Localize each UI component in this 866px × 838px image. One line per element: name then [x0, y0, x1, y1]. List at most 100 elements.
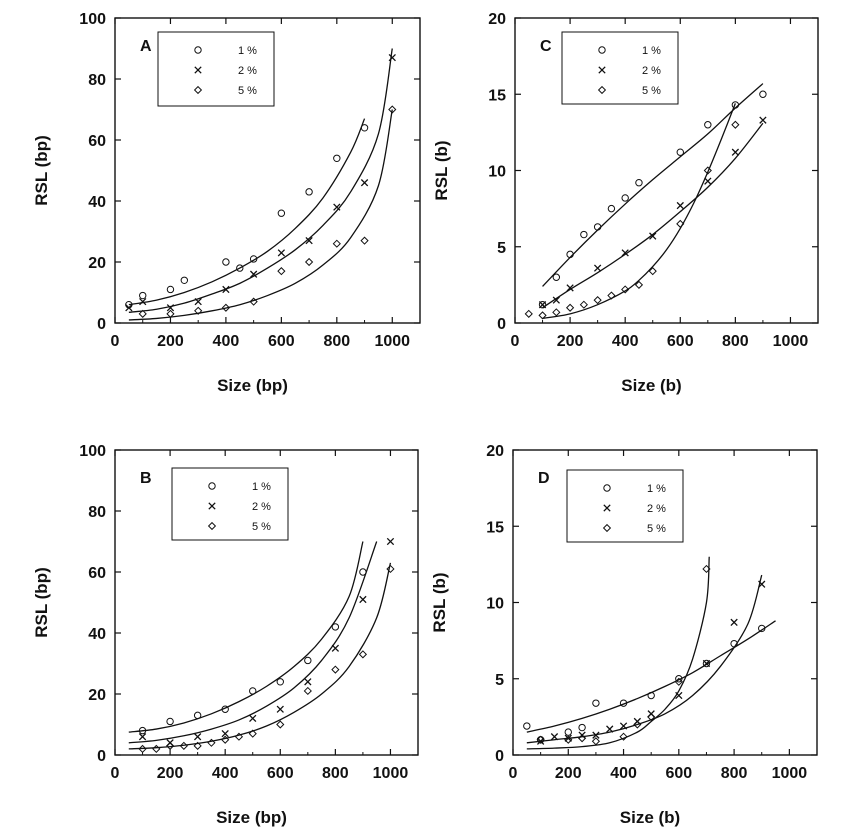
- fit-curve: [526, 556, 710, 750]
- data-point: [360, 124, 369, 132]
- data-point: [730, 618, 738, 626]
- chart-panel-b: 0 200 400 600 800 1000 0 20 40 60 80 100 Size (bp) RS…: [32, 443, 419, 827]
- y-axis-label: RSL (bp): [32, 135, 51, 206]
- data-point: [577, 734, 587, 743]
- data-point: [138, 726, 147, 735]
- series-3: [128, 562, 395, 754]
- x-tick-label: 800: [722, 333, 749, 350]
- legend-marker: [597, 85, 607, 95]
- data-point: [676, 201, 684, 210]
- series-2: [538, 116, 767, 309]
- y-tick-label: 0: [97, 748, 106, 765]
- data-point: [635, 179, 643, 187]
- data-point: [276, 720, 285, 729]
- data-point: [731, 148, 740, 156]
- x-tick-label: 200: [555, 765, 582, 782]
- data-point: [138, 744, 147, 754]
- data-point: [619, 732, 628, 741]
- y-tick-label: 0: [495, 748, 504, 765]
- data-point: [221, 705, 229, 713]
- data-point: [249, 714, 257, 723]
- data-point: [592, 731, 600, 739]
- data-point: [702, 659, 711, 668]
- y-tick-label: 20: [486, 443, 504, 460]
- data-point: [731, 101, 740, 109]
- data-point: [592, 699, 600, 707]
- legend-entry: 2 %: [642, 65, 661, 77]
- legend-marker: [603, 504, 611, 512]
- data-point: [647, 712, 656, 721]
- data-point: [165, 741, 175, 750]
- data-point: [194, 306, 203, 315]
- data-point: [674, 677, 683, 686]
- data-point: [675, 675, 683, 683]
- y-tick-label: 40: [88, 626, 106, 643]
- fit-curve: [128, 48, 393, 313]
- data-point: [193, 741, 202, 750]
- y-tick-label: 15: [486, 519, 504, 536]
- fit-curve: [128, 562, 392, 750]
- data-point: [538, 311, 547, 320]
- data-point: [166, 717, 174, 726]
- chart-panel-c: 0 200 400 600 800 1000 0 5 10 15 20 Size (b) RSL (b)…: [432, 11, 819, 395]
- data-point: [621, 285, 630, 294]
- data-point: [138, 733, 147, 741]
- data-point: [249, 270, 258, 278]
- fit-curve: [542, 103, 736, 320]
- data-point: [538, 301, 547, 309]
- data-point: [566, 284, 574, 292]
- panel-letter: C: [540, 38, 552, 55]
- x-tick-label: 200: [157, 333, 184, 350]
- data-point: [234, 732, 244, 741]
- data-point: [276, 705, 284, 713]
- data-point: [331, 665, 340, 674]
- fit-curve: [526, 620, 776, 733]
- data-point: [619, 699, 628, 707]
- y-tick-label: 80: [88, 72, 106, 89]
- y-axis-label: RSL (b): [430, 572, 449, 632]
- x-tick-label: 600: [268, 333, 295, 350]
- x-tick-label: 0: [111, 765, 120, 782]
- legend-marker: [194, 46, 202, 54]
- data-point: [731, 120, 740, 129]
- data-point: [332, 239, 341, 248]
- data-point: [580, 230, 588, 239]
- data-point: [552, 308, 561, 317]
- data-point: [249, 687, 257, 695]
- legend-entry: 1 %: [238, 45, 257, 57]
- chart-panel-d: 0 200 400 600 800 1000 0 5 10 15 20 Size (b) RSL (b)…: [430, 443, 818, 827]
- y-tick-label: 40: [88, 194, 106, 211]
- y-tick-label: 100: [79, 443, 106, 460]
- legend-entry: 5 %: [642, 85, 661, 97]
- data-point: [222, 258, 230, 266]
- legend: 1 % 2 % 5 %: [566, 469, 684, 543]
- legend-box: [157, 31, 275, 107]
- fit-curve: [128, 541, 378, 744]
- fit-curve: [128, 541, 364, 733]
- data-point: [676, 148, 684, 156]
- data-point: [386, 564, 395, 574]
- series-1: [523, 620, 776, 744]
- data-point: [759, 116, 767, 124]
- x-tick-label: 1000: [373, 765, 409, 782]
- legend-marker: [207, 521, 217, 531]
- panel-letter: D: [538, 470, 550, 487]
- legend-entry: 1 %: [647, 483, 666, 495]
- legend-entry: 5 %: [252, 521, 271, 533]
- data-point: [536, 735, 545, 744]
- data-point: [249, 297, 258, 306]
- data-point: [331, 623, 340, 631]
- data-point: [524, 309, 533, 318]
- data-point: [648, 267, 657, 276]
- data-point: [304, 257, 314, 267]
- y-tick-label: 5: [495, 672, 504, 689]
- data-point: [304, 656, 312, 665]
- x-tick-label: 0: [111, 333, 120, 350]
- legend-entry: 2 %: [647, 503, 666, 515]
- fit-curve: [542, 83, 764, 287]
- x-tick-label: 400: [610, 765, 637, 782]
- data-point: [552, 296, 560, 304]
- legend-entry: 2 %: [238, 65, 257, 77]
- legend-marker: [208, 482, 216, 490]
